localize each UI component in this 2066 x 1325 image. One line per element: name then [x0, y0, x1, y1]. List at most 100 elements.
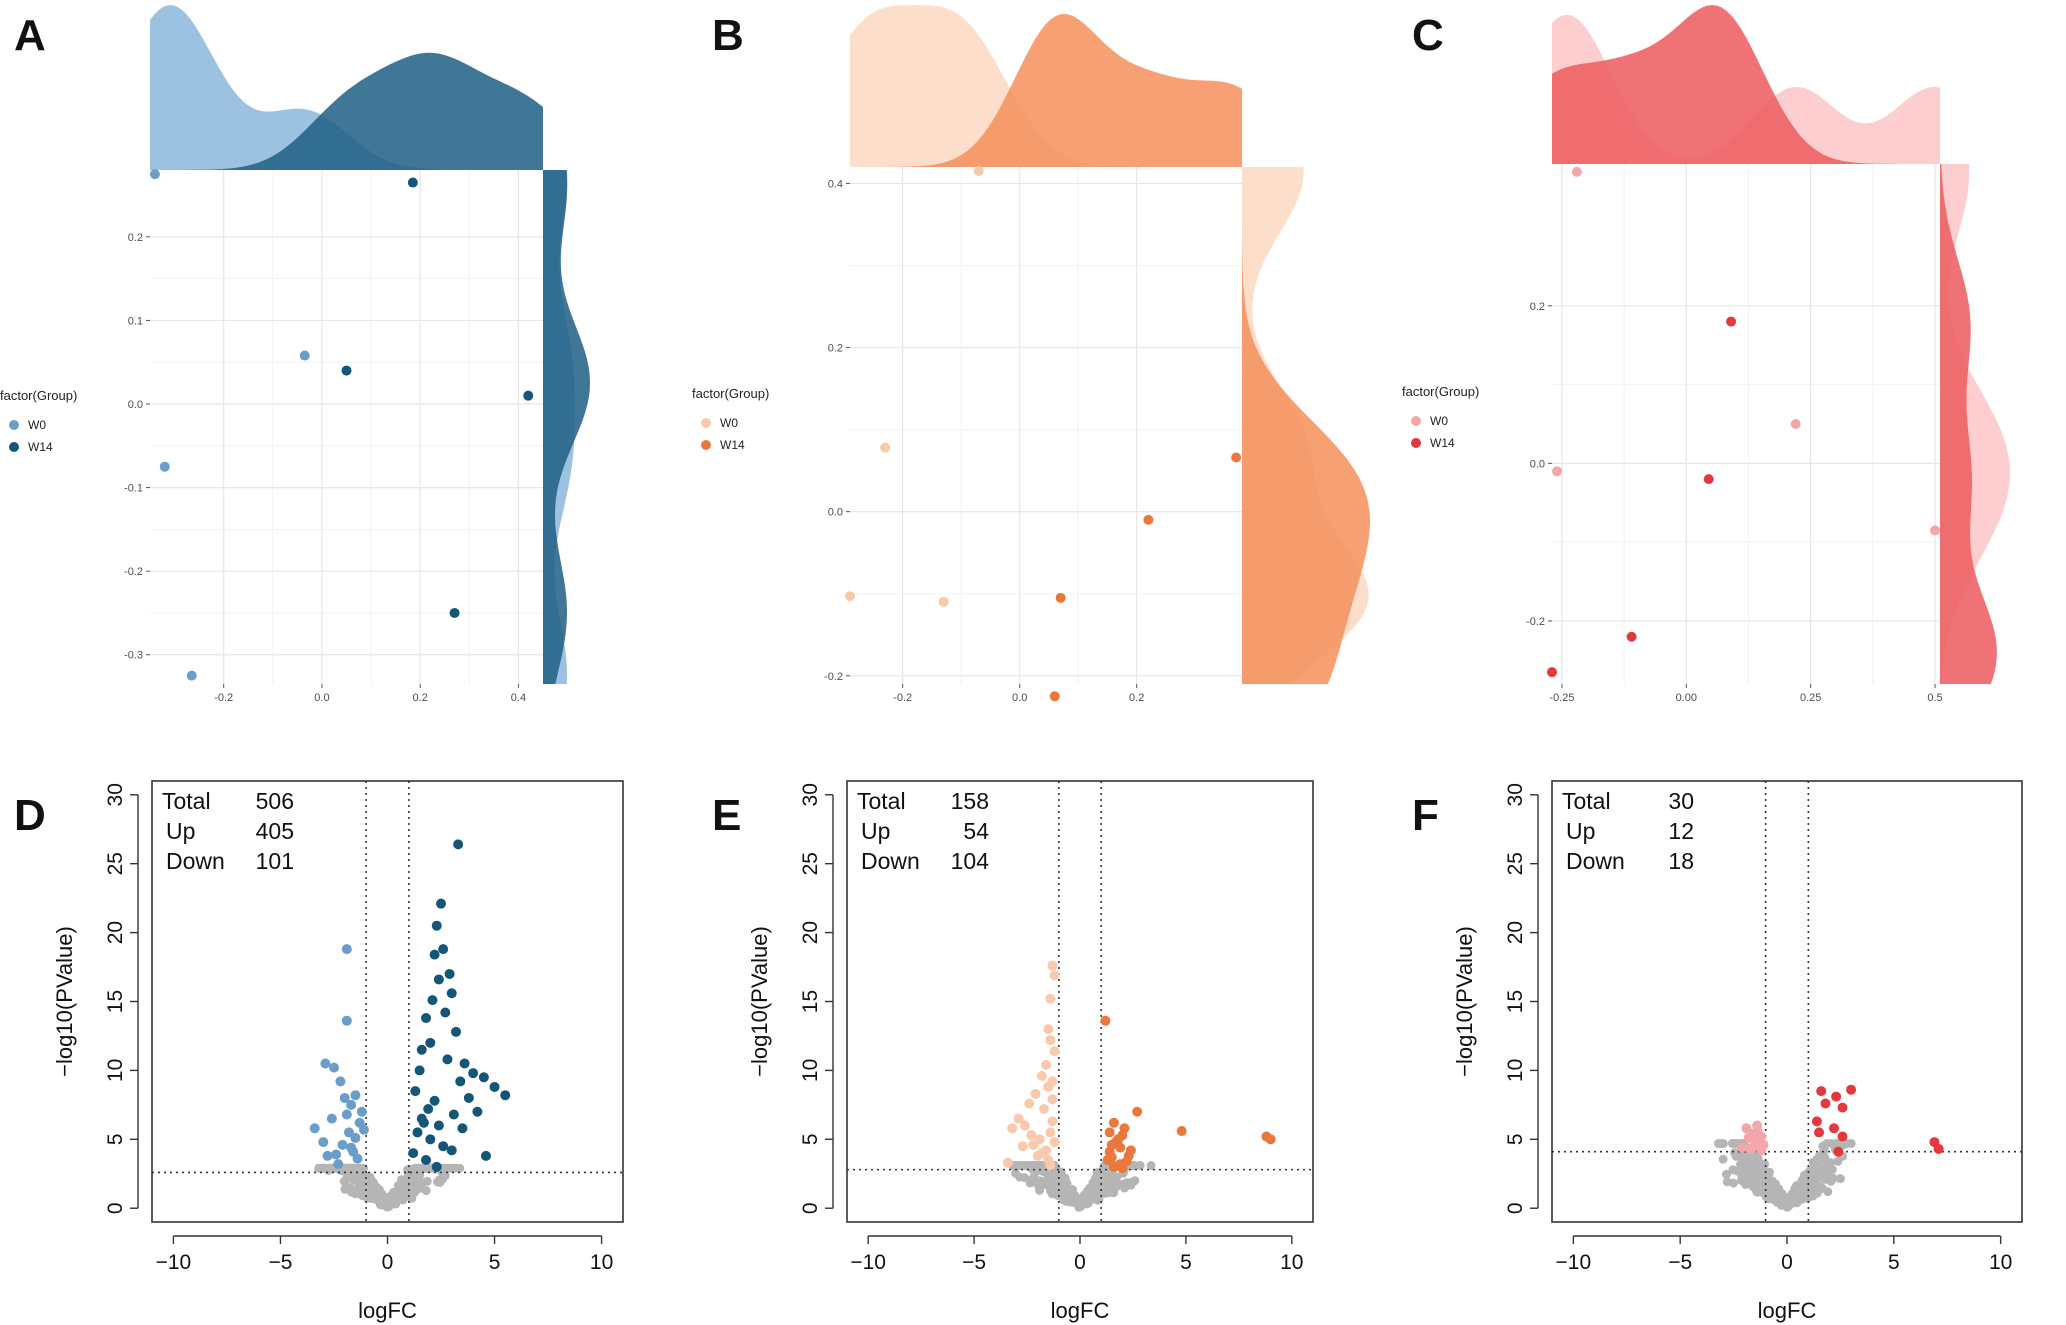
point-up	[438, 1141, 449, 1152]
point-nonsig	[1716, 1138, 1726, 1148]
plot-frame	[151, 780, 624, 1223]
legend-title: factor(Group)	[1402, 384, 1479, 399]
point-nonsig	[1029, 1171, 1039, 1181]
density-top-w0	[1552, 14, 1940, 165]
point-up	[480, 1150, 491, 1161]
point-nonsig	[1740, 1168, 1750, 1178]
point-up	[425, 1037, 436, 1048]
point-w0	[973, 166, 984, 177]
point-nonsig	[1721, 1169, 1731, 1179]
point-up	[1132, 1106, 1143, 1117]
point-up	[412, 1127, 423, 1138]
point-down	[326, 1113, 337, 1124]
y-tick-label: 0.4	[828, 178, 843, 190]
y-tick-label: 0	[1504, 1202, 1527, 1214]
point-up	[442, 1054, 453, 1065]
plot-area	[850, 167, 1242, 684]
y-tick-label: 20	[799, 921, 822, 944]
point-nonsig	[1025, 1178, 1035, 1188]
point-up	[478, 1072, 489, 1083]
panel-letter: D	[14, 791, 46, 840]
point-w0	[1571, 166, 1582, 177]
point-down	[346, 1142, 357, 1153]
y-tick-label: 0.2	[128, 232, 143, 244]
point-down	[1041, 1059, 1052, 1070]
point-down	[1026, 1130, 1037, 1141]
y-tick-label: 10	[104, 1059, 127, 1082]
point-up	[459, 1058, 470, 1069]
x-tick-label: −5	[962, 1251, 986, 1274]
legend-key-w14	[9, 442, 19, 452]
point-w0	[938, 596, 949, 607]
point-up	[1814, 1127, 1825, 1138]
point-down	[1045, 1035, 1056, 1046]
point-up	[463, 1092, 474, 1103]
x-tick-label: 0	[1074, 1251, 1086, 1274]
density-right-w14	[1242, 167, 1370, 684]
plot-frame	[1551, 780, 2023, 1223]
y-tick-label: -0.2	[124, 566, 143, 578]
point-down	[337, 1139, 348, 1150]
panel-letter: F	[1412, 791, 1439, 840]
point-up	[1833, 1146, 1844, 1157]
point-up	[448, 1109, 459, 1120]
point-up	[446, 1145, 457, 1156]
point-nonsig	[368, 1177, 378, 1187]
point-up	[438, 944, 449, 955]
x-tick-label: −5	[268, 1251, 292, 1274]
point-down	[341, 1109, 352, 1120]
plot-area	[150, 170, 543, 684]
point-w14	[1049, 691, 1060, 702]
x-tick-label: 10	[590, 1251, 613, 1274]
point-up	[1115, 1142, 1126, 1153]
stat-value-up: 12	[1668, 818, 1694, 844]
x-tick-label: −5	[1668, 1251, 1692, 1274]
stat-label-up: Up	[1566, 818, 1595, 844]
x-tick-label: -0.25	[1549, 692, 1574, 704]
point-up	[408, 1148, 419, 1159]
point-down	[1045, 1127, 1056, 1138]
point-down	[320, 1058, 331, 1069]
point-nonsig	[1065, 1185, 1075, 1195]
legend-label: W0	[1430, 414, 1448, 428]
point-w14	[1726, 316, 1737, 327]
point-up	[1104, 1127, 1115, 1138]
x-axis-title: logFC	[1758, 1298, 1817, 1323]
point-nonsig	[1027, 1160, 1037, 1170]
x-tick-label: 5	[1180, 1251, 1192, 1274]
pca-panel-c: C -0.25 0.00 0.25 0.5 -0.2 0.0 0.2 factor(Group)…	[1402, 5, 2010, 704]
point-down	[341, 944, 352, 955]
stat-label-down: Down	[1566, 848, 1625, 874]
y-tick-label: 15	[1504, 990, 1527, 1013]
point-down	[350, 1132, 361, 1143]
point-down	[1047, 1094, 1058, 1105]
point-up	[1820, 1098, 1831, 1109]
pca-panel-b: B -0.2 0.0 0.2 -0.2 0.0 0.2 0.4 factor(Group) W0 W…	[692, 5, 1370, 704]
point-up	[1265, 1134, 1276, 1145]
stat-value-total: 30	[1668, 788, 1694, 814]
point-nonsig	[1094, 1194, 1104, 1204]
density-right-w14	[543, 170, 590, 684]
point-up	[436, 898, 447, 909]
point-down	[1030, 1088, 1041, 1099]
point-down	[346, 1099, 357, 1110]
point-down	[1028, 1139, 1039, 1150]
point-down	[1047, 960, 1058, 971]
point-down	[1745, 1143, 1756, 1154]
point-nonsig	[455, 1163, 465, 1173]
volcano-panel-f: F −10 −5 0 5 10 0 5 10 15 20 25 30 logFC −log10(PValue…	[1412, 780, 2023, 1323]
point-nonsig	[351, 1186, 361, 1196]
point-nonsig	[1096, 1174, 1106, 1184]
x-tick-label: 0.2	[1129, 692, 1144, 704]
point-down	[339, 1092, 350, 1103]
point-up	[414, 1065, 425, 1076]
panel-letter: C	[1412, 11, 1444, 60]
x-tick-label: 0.25	[1800, 692, 1821, 704]
point-nonsig	[1797, 1176, 1807, 1186]
x-tick-label: 10	[1280, 1251, 1303, 1274]
point-nonsig	[1817, 1183, 1827, 1193]
point-up	[440, 1007, 451, 1018]
stat-value-total: 158	[951, 788, 989, 814]
point-nonsig	[1146, 1160, 1156, 1170]
